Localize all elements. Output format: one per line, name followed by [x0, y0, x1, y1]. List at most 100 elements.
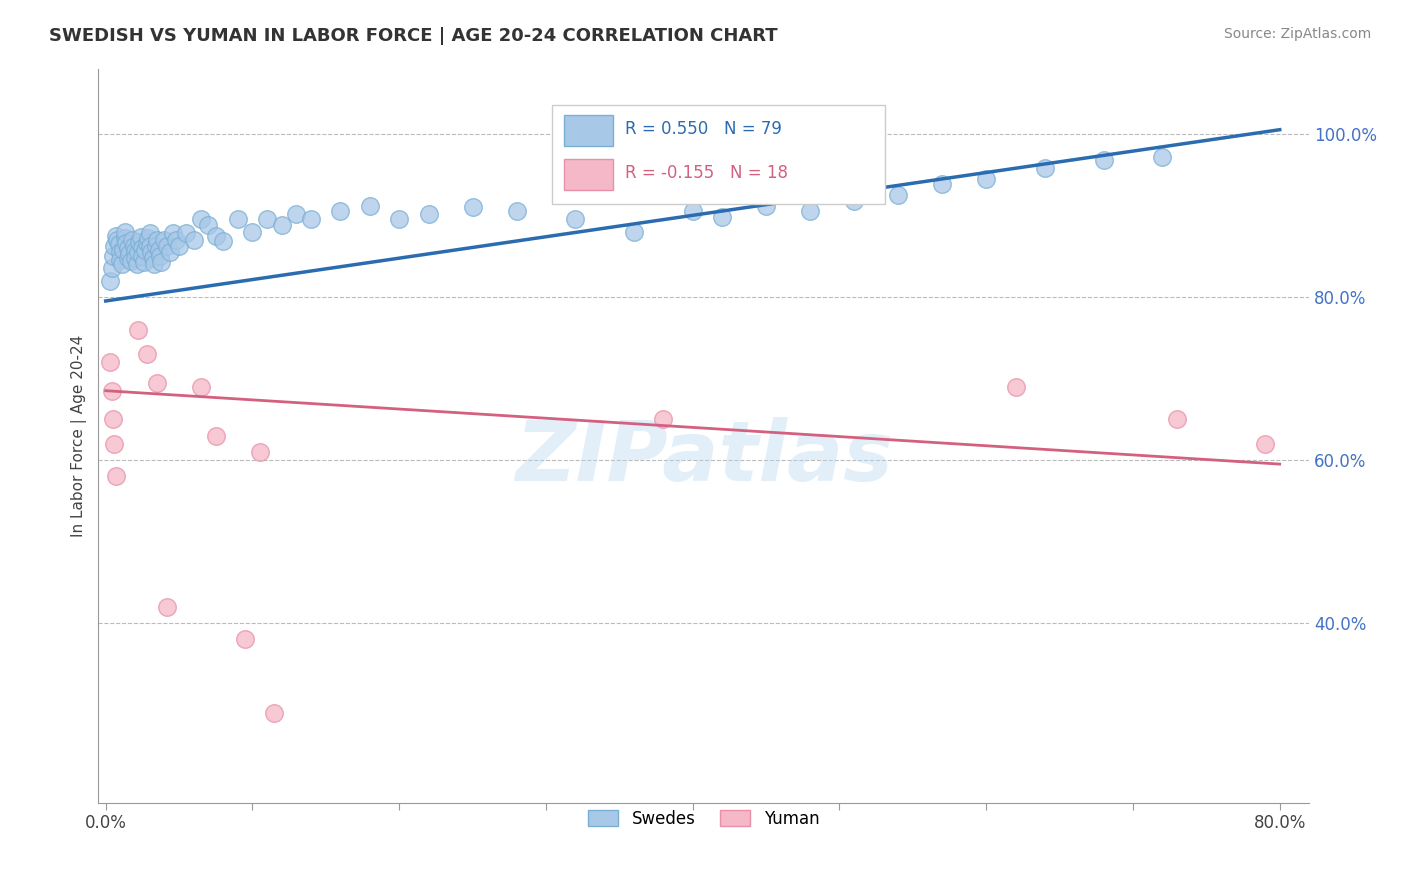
Point [146, 233, 169, 247]
Point [100, 384, 122, 398]
Point [197, 218, 219, 232]
FancyBboxPatch shape [564, 159, 613, 190]
Point [110, 253, 132, 268]
Point [212, 235, 235, 249]
Point [204, 228, 226, 243]
Point [505, 204, 527, 219]
Point [124, 244, 146, 259]
Point [1033, 161, 1056, 175]
Point [183, 233, 205, 247]
Point [132, 255, 155, 269]
Point [107, 233, 129, 247]
Point [131, 241, 153, 255]
Point [115, 235, 138, 250]
Point [112, 243, 135, 257]
Point [623, 225, 645, 239]
Point [111, 257, 134, 271]
Point [388, 212, 411, 227]
Point [226, 212, 249, 227]
Point [100, 261, 122, 276]
Point [842, 194, 865, 208]
Point [103, 436, 125, 450]
Point [263, 706, 285, 720]
Point [1166, 412, 1188, 426]
Text: Source: ZipAtlas.com: Source: ZipAtlas.com [1223, 27, 1371, 41]
Point [98, 355, 121, 369]
Point [135, 235, 157, 250]
Point [153, 233, 176, 247]
Point [150, 255, 173, 269]
Point [156, 599, 179, 614]
Point [329, 204, 352, 219]
Point [117, 251, 139, 265]
Point [242, 225, 264, 239]
Point [1254, 436, 1277, 450]
Point [127, 245, 149, 260]
Point [104, 228, 127, 243]
Point [124, 251, 146, 265]
FancyBboxPatch shape [564, 115, 613, 145]
Point [285, 207, 308, 221]
Point [117, 241, 139, 255]
Point [148, 243, 170, 257]
Point [129, 230, 152, 244]
Point [887, 188, 910, 202]
Point [564, 212, 586, 227]
Point [136, 231, 159, 245]
Point [135, 347, 157, 361]
Point [138, 227, 160, 241]
Point [711, 210, 734, 224]
Point [931, 178, 953, 192]
Point [204, 428, 226, 442]
Point [799, 204, 821, 219]
Point [134, 243, 156, 257]
Point [190, 212, 212, 227]
Text: SWEDISH VS YUMAN IN LABOR FORCE | AGE 20-24 CORRELATION CHART: SWEDISH VS YUMAN IN LABOR FORCE | AGE 20… [49, 27, 778, 45]
Point [145, 239, 167, 253]
Point [142, 251, 165, 265]
Point [190, 379, 212, 393]
Point [652, 412, 675, 426]
Point [127, 322, 149, 336]
Y-axis label: In Labor Force | Age 20-24: In Labor Force | Age 20-24 [72, 334, 87, 537]
Text: R = 0.550   N = 79: R = 0.550 N = 79 [626, 120, 782, 137]
Point [1004, 379, 1026, 393]
Point [125, 257, 148, 271]
Point [159, 245, 181, 260]
Point [143, 257, 166, 271]
Point [162, 227, 184, 241]
Point [167, 239, 190, 253]
Point [156, 239, 179, 253]
Point [299, 212, 322, 227]
Point [108, 236, 131, 251]
Point [682, 204, 704, 219]
FancyBboxPatch shape [553, 105, 886, 204]
Point [755, 198, 778, 212]
Point [131, 249, 153, 263]
Point [165, 233, 187, 247]
Point [1092, 153, 1115, 167]
Text: R = -0.155   N = 18: R = -0.155 N = 18 [626, 164, 787, 183]
Point [138, 239, 160, 253]
Point [176, 227, 198, 241]
Point [149, 249, 172, 263]
Point [121, 233, 143, 247]
Point [101, 249, 124, 263]
Point [118, 247, 141, 261]
Point [141, 245, 163, 260]
Point [120, 254, 142, 268]
Point [359, 198, 381, 212]
Point [122, 238, 145, 252]
Point [270, 218, 292, 232]
Point [103, 239, 125, 253]
Text: ZIPatlas: ZIPatlas [515, 417, 893, 498]
Point [1152, 150, 1174, 164]
Point [114, 225, 136, 239]
Point [146, 376, 169, 390]
Point [104, 469, 127, 483]
Point [110, 245, 132, 260]
Point [249, 445, 271, 459]
Point [101, 412, 124, 426]
Point [256, 212, 278, 227]
Point [461, 200, 484, 214]
